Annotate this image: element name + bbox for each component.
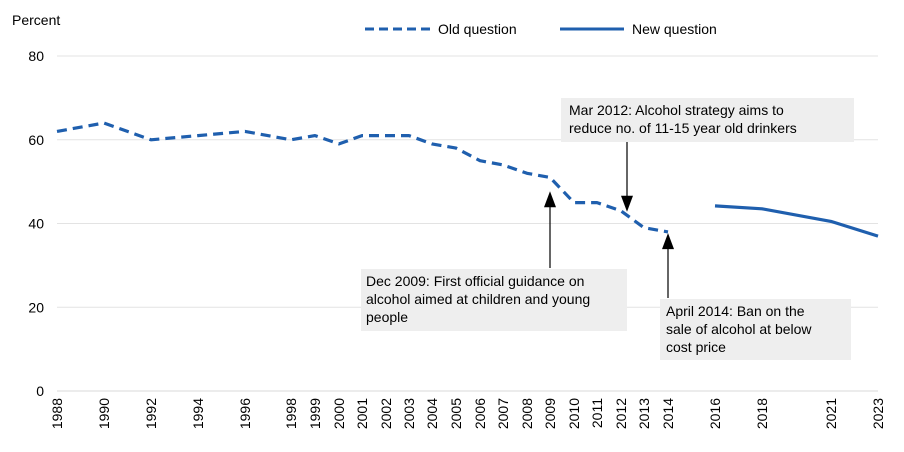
x-tick-label: 1994: [190, 398, 206, 429]
x-tick-label: 2010: [566, 398, 582, 429]
x-tick-label: 2012: [613, 398, 629, 429]
annotation-box: [660, 299, 851, 360]
annotation-arrowhead: [544, 191, 556, 208]
legend-label: Old question: [438, 21, 517, 37]
annotation-box: [361, 269, 627, 331]
x-tick-label: 1998: [283, 398, 299, 429]
x-tick-label: 2003: [401, 398, 417, 429]
annotation-text: Mar 2012: Alcohol strategy aims to: [569, 102, 784, 118]
y-tick-label: 80: [28, 48, 44, 64]
x-tick-label: 1996: [237, 398, 253, 429]
legend-label: New question: [632, 21, 717, 37]
x-tick-label: 2001: [354, 398, 370, 429]
annotation-text: alcohol aimed at children and young: [366, 291, 590, 307]
y-tick-label: 60: [28, 132, 44, 148]
x-tick-label: 2016: [707, 398, 723, 429]
x-tick-label: 1990: [96, 398, 112, 429]
y-tick-label: 20: [28, 299, 44, 315]
y-tick-label: 40: [28, 216, 44, 232]
series-lines: [56, 121, 879, 238]
x-tick-label: 2005: [448, 398, 464, 429]
x-tick-label: 2021: [823, 398, 839, 429]
x-tick-label: 2008: [519, 398, 535, 429]
x-tick-label: 2009: [542, 398, 558, 429]
legend: Old question New question: [365, 21, 717, 37]
x-tick-label: 2004: [424, 398, 440, 429]
series-line: [56, 121, 669, 234]
annotation-text: people: [366, 309, 408, 325]
annotation: Dec 2009: First official guidance on alco…: [361, 191, 627, 331]
x-tick-label: 2011: [589, 398, 605, 428]
x-tick-label: 1999: [307, 398, 323, 429]
x-tick-label: 1988: [49, 398, 65, 429]
annotations: Mar 2012: Alcohol strategy aims to reduce…: [361, 98, 854, 360]
annotation-text: April 2014: Ban on the: [666, 303, 805, 319]
axes: Percent 0 20 40 60 80 1988 1990 1992 1994 1996 199…: [12, 12, 886, 429]
x-tick-label: 1992: [143, 398, 159, 429]
series-line: [714, 204, 879, 238]
x-tick-label: 2023: [870, 398, 886, 429]
annotation-box: [561, 98, 854, 142]
y-axis-title: Percent: [12, 12, 60, 28]
x-tick-label: 2018: [754, 398, 770, 429]
x-tick-label: 2014: [660, 398, 676, 429]
x-tick-label: 2007: [495, 398, 511, 429]
x-tick-label: 2006: [472, 398, 488, 429]
x-tick-label: 2002: [378, 398, 394, 429]
annotation-text: cost price: [666, 339, 726, 355]
y-tick-label: 0: [36, 383, 44, 399]
x-tick-label: 2000: [331, 398, 347, 429]
annotation-arrowhead: [662, 233, 674, 250]
annotation-arrowhead: [621, 195, 633, 212]
x-tick-label: 2013: [636, 398, 652, 429]
annotation-text: sale of alcohol at below: [666, 321, 812, 337]
annotation: April 2014: Ban on the sale of alcohol at…: [660, 233, 851, 360]
annotation: Mar 2012: Alcohol strategy aims to reduce…: [561, 98, 854, 212]
annotation-text: Dec 2009: First official guidance on: [366, 273, 584, 289]
annotation-text: reduce no. of 11-15 year old drinkers: [569, 120, 797, 136]
